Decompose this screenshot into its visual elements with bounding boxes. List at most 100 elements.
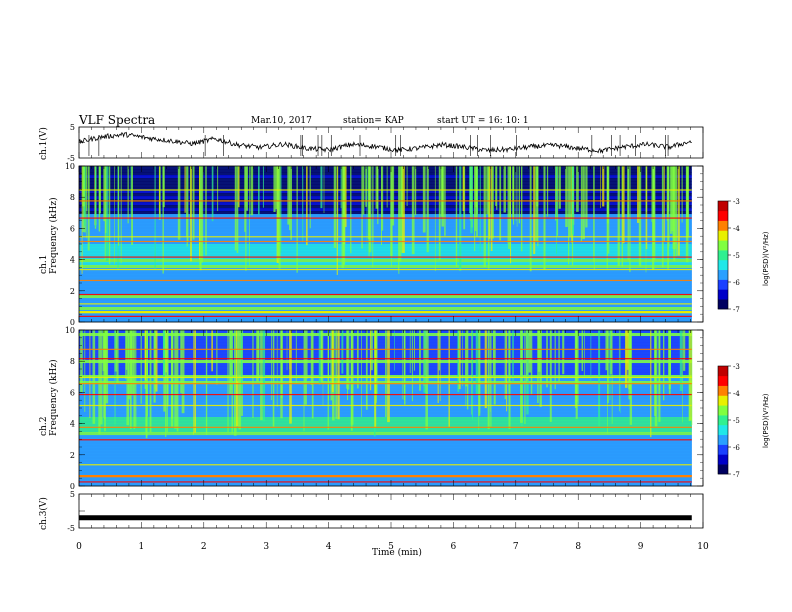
spectrogram-burst <box>593 166 595 262</box>
spectrogram-band <box>79 232 692 236</box>
spectrogram-band <box>79 462 692 466</box>
spectrogram-burst <box>180 330 182 394</box>
spectrogram-burst <box>629 166 631 272</box>
frequency-tick-label: 2 <box>70 287 75 296</box>
spectrogram-burst <box>381 166 384 231</box>
spectrogram-burst <box>302 166 304 243</box>
spectrogram-burst <box>236 330 239 427</box>
colorbar-swatch <box>718 405 728 416</box>
spectrogram-burst <box>199 166 201 268</box>
spectrogram-burst <box>491 166 494 239</box>
spectrogram-burst <box>487 166 490 269</box>
spectrogram-line <box>79 293 692 296</box>
spectrogram-burst <box>108 166 111 265</box>
spectrogram-burst <box>174 330 177 429</box>
spectrogram-burst <box>607 330 609 404</box>
spectrogram-burst <box>478 330 481 416</box>
spectrogram-burst <box>262 330 266 422</box>
colorbar-tick-label: -7 <box>733 471 740 479</box>
colorbar-tick-label: -6 <box>733 279 740 287</box>
spectrogram-band <box>79 441 692 445</box>
spectrogram-line <box>79 236 692 238</box>
date-label: Mar.10, 2017 <box>251 116 312 126</box>
time-tick-label: 6 <box>451 542 457 552</box>
colorbar-swatch <box>718 424 728 436</box>
time-axis-label: Time (min) <box>372 548 422 558</box>
spectrogram-burst <box>470 330 472 415</box>
spectrogram-burst <box>391 166 393 267</box>
spectrogram-burst <box>670 166 673 234</box>
spectrogram-band <box>79 465 692 469</box>
spectrogram-burst <box>606 166 608 269</box>
spectrogram-burst <box>272 330 275 427</box>
colorbar-swatch <box>718 299 728 310</box>
spectrogram-burst <box>520 166 523 252</box>
spectrogram-burst <box>580 166 583 242</box>
spectrogram-burst <box>398 166 402 262</box>
spectrogram-burst <box>350 166 352 254</box>
colorbar-swatch <box>718 279 728 290</box>
frequency-tick-label: 10 <box>65 326 75 335</box>
spectrogram-burst <box>120 166 122 264</box>
spectrogram-burst <box>176 330 179 432</box>
spectrogram-burst <box>609 330 611 401</box>
spectrogram-line <box>79 376 692 378</box>
spectrogram-burst <box>145 330 146 434</box>
spectrogram-band <box>79 220 692 224</box>
spectrogram-burst <box>86 166 88 211</box>
spectrogram-burst <box>471 330 474 420</box>
spectrogram-band <box>79 319 692 323</box>
spectrogram-burst <box>518 166 520 224</box>
spectrogram-burst <box>422 166 426 233</box>
spectrogram-burst <box>679 330 683 392</box>
spectrogram-burst <box>549 330 552 422</box>
spectrogram-line <box>79 279 692 282</box>
spectrogram-band <box>79 295 692 299</box>
spectrogram-burst <box>520 330 523 423</box>
spectrogram-burst <box>638 166 642 267</box>
frequency-tick-label: 8 <box>70 357 75 366</box>
spectrogram-band <box>79 289 692 293</box>
spectrogram-band <box>79 205 692 209</box>
colorbar-swatch <box>718 201 728 212</box>
ch3-voltage-axis-label: ch.3(V) <box>39 497 49 530</box>
spectrogram-burst <box>495 166 497 206</box>
spectrogram-burst <box>490 166 493 252</box>
spectrogram-burst <box>166 330 168 391</box>
spectrogram-burst <box>562 330 565 375</box>
spectrogram-burst <box>333 166 337 248</box>
ch2-colorbar: -3 -4 -5 -6 -7 <box>717 363 740 479</box>
figure-title: VLF Spectra <box>79 113 156 127</box>
spectrogram-burst <box>425 330 428 430</box>
spectrogram-burst <box>428 330 429 382</box>
spectrogram-burst <box>663 166 665 242</box>
time-tick-label: 1 <box>139 542 145 552</box>
spectrogram-burst <box>85 166 87 239</box>
spectrogram-band <box>79 214 692 218</box>
spectrogram-burst <box>366 166 368 253</box>
colorbar-swatch <box>718 289 728 300</box>
colorbar-tick-label: -4 <box>733 225 740 233</box>
spectrogram-burst <box>130 330 133 385</box>
spectrogram-band <box>79 247 692 251</box>
colorbar-swatch <box>718 395 728 406</box>
spectrogram-burst <box>484 330 487 409</box>
spectrogram-burst <box>423 330 427 393</box>
spectrogram-burst <box>336 166 338 275</box>
spectrogram-burst <box>618 330 620 412</box>
spectrogram-burst <box>337 330 340 420</box>
spectrogram-burst <box>162 330 166 377</box>
spectrogram-band <box>79 316 692 320</box>
spectrogram-burst <box>341 166 345 269</box>
colorbar-tick-label: -5 <box>733 417 740 425</box>
spectrogram-burst <box>406 166 408 206</box>
colorbar-tick-label: -6 <box>733 444 740 452</box>
spectrogram-band <box>79 244 692 248</box>
spectrogram-burst <box>276 330 278 407</box>
spectrogram-burst <box>216 330 218 385</box>
voltage-tick-label: -5 <box>67 524 75 533</box>
spectrogram-band <box>79 423 692 427</box>
spectrogram-burst <box>166 330 169 407</box>
spectrogram-burst <box>289 166 291 231</box>
ch1-voltage-axis-label: ch.1(V) <box>39 127 49 160</box>
